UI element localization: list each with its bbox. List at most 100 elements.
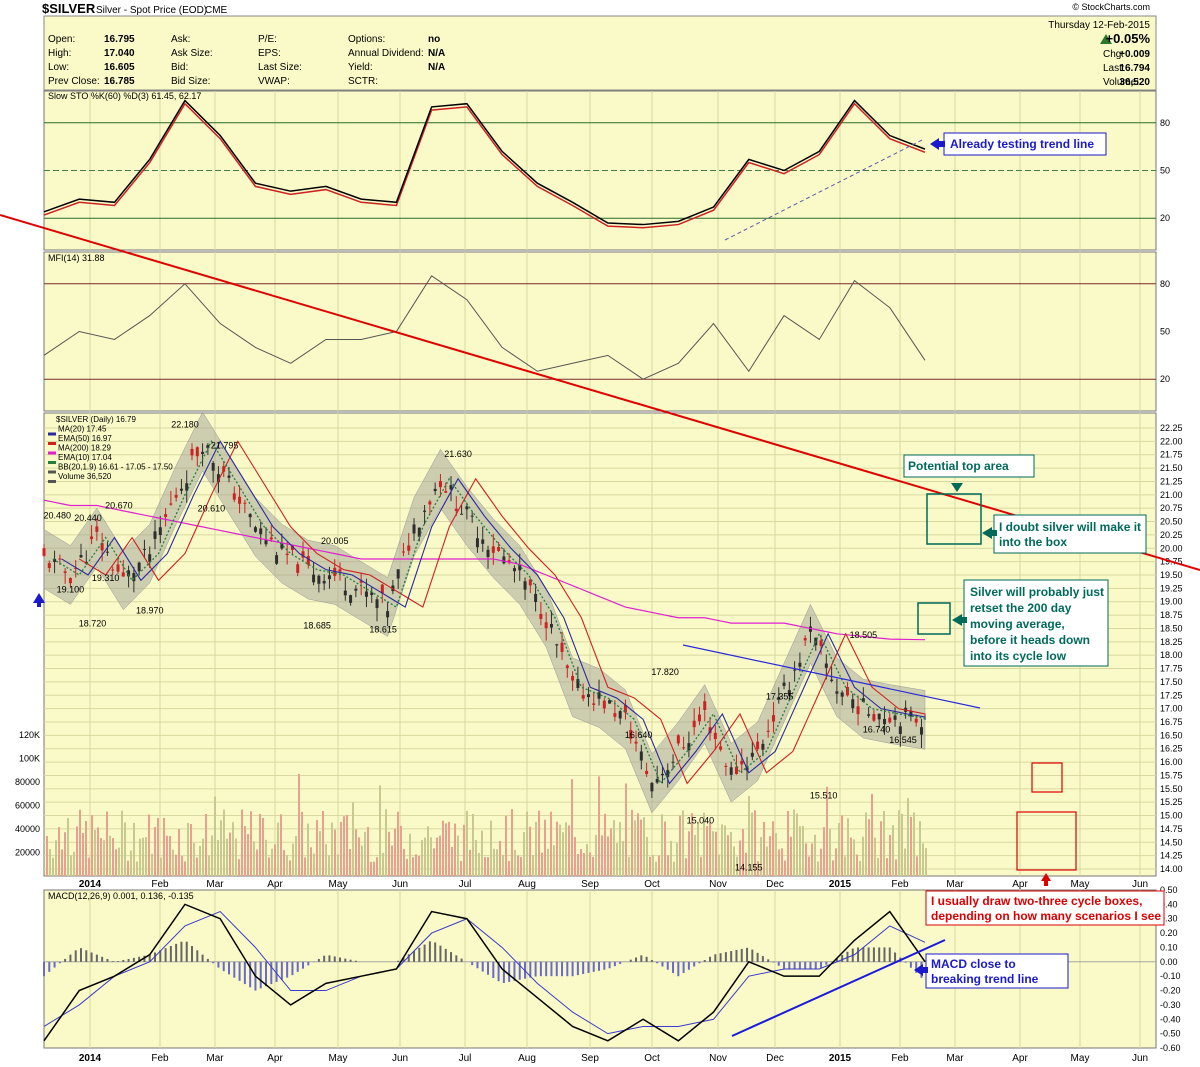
price-label: 16.640 (625, 730, 653, 740)
macd-histogram-bar (698, 961, 701, 964)
volume-bar (721, 824, 723, 876)
macd-histogram-bar (592, 961, 595, 972)
candle-body (116, 564, 120, 572)
candle-body (423, 510, 427, 512)
volume-bar (325, 844, 327, 876)
volume-bar (484, 857, 486, 876)
y-tick-label: -0.40 (1160, 1014, 1181, 1024)
macd-histogram-bar (687, 961, 690, 970)
macd-histogram-bar (724, 952, 727, 962)
macd-histogram-bar (53, 961, 56, 968)
macd-histogram-bar (640, 955, 643, 962)
volume-bar (196, 857, 198, 876)
price-label: 20.440 (74, 513, 102, 523)
candle-body (756, 741, 760, 750)
volume-bar (220, 820, 222, 876)
y-tick-label: 20.00 (1160, 543, 1183, 553)
volume-bar (922, 843, 924, 876)
macd-histogram-bar (666, 961, 669, 970)
macd-histogram-bar (613, 961, 616, 967)
candle-body (793, 669, 797, 671)
candle-body (370, 592, 374, 596)
volume-bar (616, 843, 618, 876)
macd-histogram-bar (740, 948, 743, 962)
candle-body (90, 536, 94, 540)
volume-bar (163, 817, 165, 876)
volume-bar (322, 811, 324, 876)
y-tick-label: 0.40 (1160, 899, 1178, 909)
volume-bar (487, 857, 489, 876)
volume-bar (505, 815, 507, 876)
up-triangle-icon (1100, 34, 1112, 44)
candle-body (195, 447, 199, 457)
y-tick-label: 15.75 (1160, 770, 1183, 780)
volume-bar (691, 813, 693, 876)
y-tick-label: 0.00 (1160, 957, 1178, 967)
volume-bar (46, 835, 48, 876)
volume-bar (571, 779, 573, 876)
y-tick-label: 17.50 (1160, 677, 1183, 687)
candle-body (412, 524, 416, 534)
macd-histogram-bar (629, 959, 632, 962)
quote-label: Ask Size: (171, 48, 213, 59)
volume-bar (70, 855, 72, 876)
y-tick-label: 21.75 (1160, 450, 1183, 460)
quote-value: 16.794 (1119, 63, 1150, 74)
y-tick-label: 18.75 (1160, 610, 1183, 620)
macd-histogram-bar (735, 949, 738, 962)
macd-histogram-bar (756, 952, 759, 962)
candle-body (565, 665, 569, 668)
annotation-macd: MACD close to breaking trend line (914, 953, 1069, 989)
volume-tick-label: 40000 (15, 824, 40, 834)
macd-histogram-bar (793, 961, 796, 969)
volume-bar (568, 825, 570, 876)
macd-histogram-bar (761, 956, 764, 962)
candle-body (798, 662, 802, 667)
volume-bar (52, 857, 54, 876)
volume-bar (811, 843, 813, 876)
candle-body (719, 746, 723, 750)
macd-histogram-bar (603, 961, 606, 970)
macd-histogram-bar (143, 955, 146, 962)
macd-histogram-bar (138, 956, 141, 962)
macd-histogram-bar (233, 961, 236, 978)
price-trend-line (682, 644, 981, 709)
candle-body (68, 577, 72, 584)
volume-bar (193, 842, 195, 876)
volume-bar (79, 809, 81, 876)
stochastic-legend: Slow STO %K(60) %D(3) 61.45, 62.17 (48, 91, 201, 101)
macd-histogram-bar (117, 961, 120, 962)
volume-bar (127, 860, 129, 876)
candle-body (211, 463, 215, 471)
macd-histogram-bar (286, 961, 289, 978)
candle-body (95, 526, 99, 532)
volume-bar (664, 821, 666, 876)
x-axis-month-label: Jun (1132, 1053, 1148, 1064)
macd-histogram-bar (561, 961, 564, 977)
macd-histogram-bar (888, 947, 891, 962)
volume-bar (535, 821, 537, 876)
legend-entry: Volume 36,520 (58, 472, 112, 481)
macd-histogram-bar (169, 946, 172, 962)
y-tick-label: 19.25 (1160, 583, 1183, 593)
volume-bar (397, 811, 399, 876)
macd-histogram-bar (85, 950, 88, 962)
candle-body (671, 761, 675, 763)
volume-bar (412, 857, 414, 876)
arrow-up-icon (1041, 873, 1051, 886)
legend-swatch (48, 432, 56, 436)
volume-bar (670, 840, 672, 876)
quote-value: N/A (428, 62, 445, 73)
volume-bar (781, 848, 783, 876)
quote-value: no (428, 34, 440, 45)
volume-bar (919, 821, 921, 876)
candle-body (327, 575, 331, 580)
x-axis-month-label: 2015 (829, 1053, 852, 1064)
volume-bar (445, 823, 447, 876)
y-tick-label: 15.25 (1160, 797, 1183, 807)
volume-bar (712, 831, 714, 876)
macd-histogram-bar (275, 961, 278, 982)
volume-bar (769, 836, 771, 876)
macd-histogram-bar (513, 961, 516, 981)
volume-bar (724, 825, 726, 876)
